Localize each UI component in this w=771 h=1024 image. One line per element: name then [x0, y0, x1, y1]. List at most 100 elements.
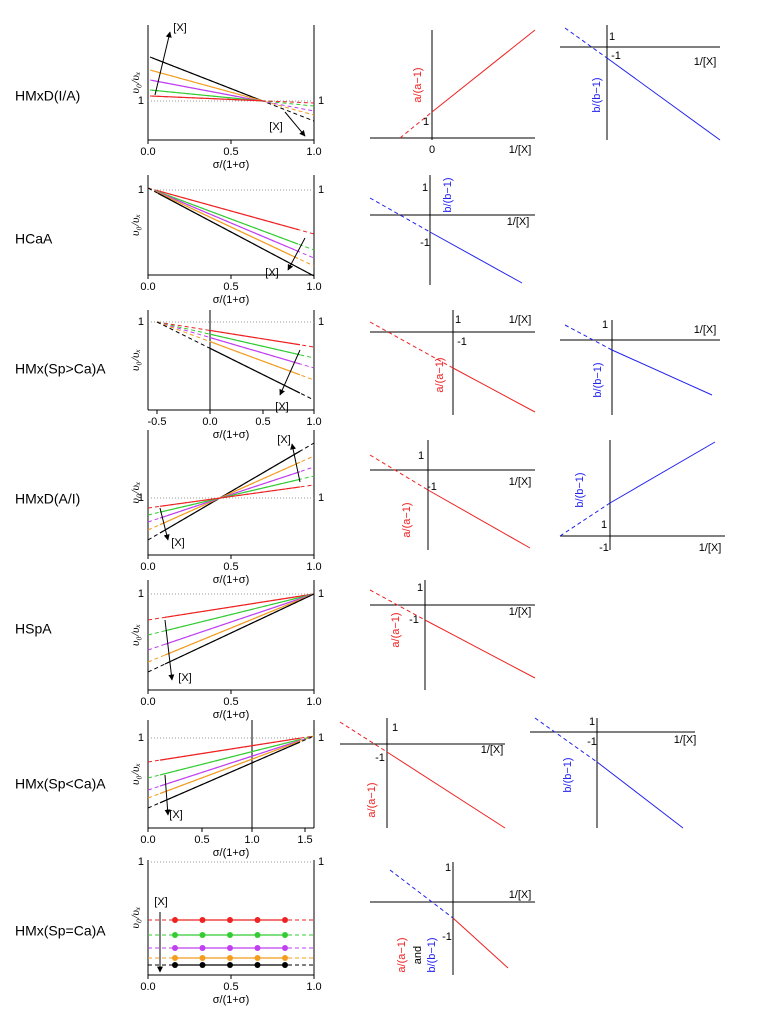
fit-line: [159, 461, 301, 526]
y-axis-title: υ₀/υₓ: [128, 763, 142, 785]
tick-label: 1: [318, 184, 324, 196]
row-label: HMx(Sp>Ca)A: [15, 361, 106, 377]
tick-label: 0.5: [223, 696, 238, 708]
fit-line: [431, 29, 536, 113]
data-point: [254, 917, 261, 923]
fit-line: [157, 192, 299, 260]
fit-line: [151, 89, 263, 102]
fit-line: [159, 478, 301, 513]
y-axis-title: υ₀/υₓ: [128, 214, 142, 236]
x-axis-title: σ/(1+σ): [213, 574, 250, 586]
data-point: [199, 955, 206, 961]
extrapolated-line: [369, 589, 426, 621]
tick-label: 0.5: [194, 834, 209, 846]
tick-label: 1: [318, 316, 324, 328]
fit-line: [164, 593, 315, 618]
tick-label: 1.0: [306, 416, 321, 428]
tick-label: 0.5: [223, 561, 238, 573]
axis-title: a/(a−1): [412, 67, 424, 102]
fit-line: [596, 761, 684, 829]
fit-line: [164, 593, 315, 656]
data-point: [227, 917, 233, 923]
tick-label: 1: [417, 582, 423, 594]
row-label: HMx(Sp=Ca)A: [15, 923, 106, 939]
tick-label: 1/[X]: [694, 56, 717, 68]
fit-line: [452, 367, 536, 413]
tick-label: 1: [422, 182, 428, 194]
extrapolated-line: [369, 197, 431, 233]
extrapolated-line: [389, 869, 454, 919]
tick-label: 1: [138, 588, 144, 600]
tick-label: 0.5: [255, 416, 270, 428]
tick-label: 0.5: [223, 281, 238, 293]
fit-line: [164, 593, 315, 645]
tick-label: 1/[X]: [509, 889, 532, 901]
tick-label: 0.5: [223, 146, 238, 158]
axis-title: and: [412, 946, 424, 964]
axis-title: a/(a−1): [401, 502, 413, 537]
tick-label: 1: [455, 314, 461, 326]
tick-label: 1: [318, 732, 324, 744]
tick-label: -1: [457, 336, 467, 348]
tick-label: 1: [602, 319, 608, 331]
data-point: [199, 932, 206, 938]
annotation: [X]: [171, 537, 184, 549]
axis-title: a/(a−1): [396, 937, 408, 972]
tick-label: 1/[X]: [509, 476, 532, 488]
data-point: [199, 962, 206, 968]
tick-label: 0.0: [202, 416, 217, 428]
fit-line: [209, 347, 301, 394]
tick-label: -1: [420, 237, 430, 249]
tick-label: -1: [587, 736, 597, 748]
fit-line: [609, 441, 716, 504]
axis-title: b/(b−1): [591, 77, 603, 112]
tick-label: 0.0: [140, 281, 155, 293]
arrow: [164, 619, 175, 681]
fit-line: [159, 450, 301, 534]
tick-label: -1: [611, 50, 621, 62]
annotation: [X]: [277, 434, 290, 446]
tick-label: 1.0: [306, 146, 321, 158]
annotation: [X]: [265, 267, 278, 279]
fit-line: [611, 349, 713, 396]
tick-label: 0.0: [140, 981, 155, 993]
tick-label: 1: [318, 492, 324, 504]
tick-label: 1: [138, 316, 144, 328]
axis-title: b/(b−1): [442, 177, 454, 212]
fit-line: [424, 619, 536, 679]
row-label: HMxD(A/I): [15, 491, 80, 507]
tick-label: -1: [442, 931, 452, 943]
fit-line: [606, 57, 721, 141]
tick-label: 1: [423, 116, 429, 128]
fit-line: [151, 69, 263, 102]
tick-label: 1/[X]: [481, 744, 504, 756]
extrapolated-line: [149, 95, 315, 104]
tick-label: 1: [138, 492, 144, 504]
arrow: [287, 237, 306, 271]
tick-label: 1.0: [306, 981, 321, 993]
fit-line: [427, 489, 531, 549]
annotation: [X]: [178, 672, 191, 684]
tick-label: 0: [429, 144, 435, 156]
x-axis-title: σ/(1+σ): [213, 294, 250, 306]
annotation: [X]: [275, 401, 288, 413]
data-point: [172, 955, 178, 961]
tick-label: 1: [445, 862, 451, 874]
data-point: [227, 945, 233, 951]
tick-label: 1.0: [244, 834, 259, 846]
fit-line: [159, 740, 301, 795]
tick-label: -0.5: [148, 416, 167, 428]
x-axis-title: σ/(1+σ): [213, 994, 250, 1006]
y-axis-title: υ₀/υₓ: [128, 349, 142, 371]
tick-label: 1/[X]: [509, 144, 532, 156]
fit-line: [151, 95, 263, 102]
tick-label: 1.0: [306, 696, 321, 708]
row-label: HSpA: [15, 621, 52, 637]
x-axis-title: σ/(1+σ): [213, 159, 250, 171]
fit-line: [159, 486, 301, 507]
tick-label: 1: [138, 95, 144, 107]
fit-line: [209, 333, 301, 356]
tick-label: 1: [138, 184, 144, 196]
extrapolated-line: [369, 321, 454, 369]
